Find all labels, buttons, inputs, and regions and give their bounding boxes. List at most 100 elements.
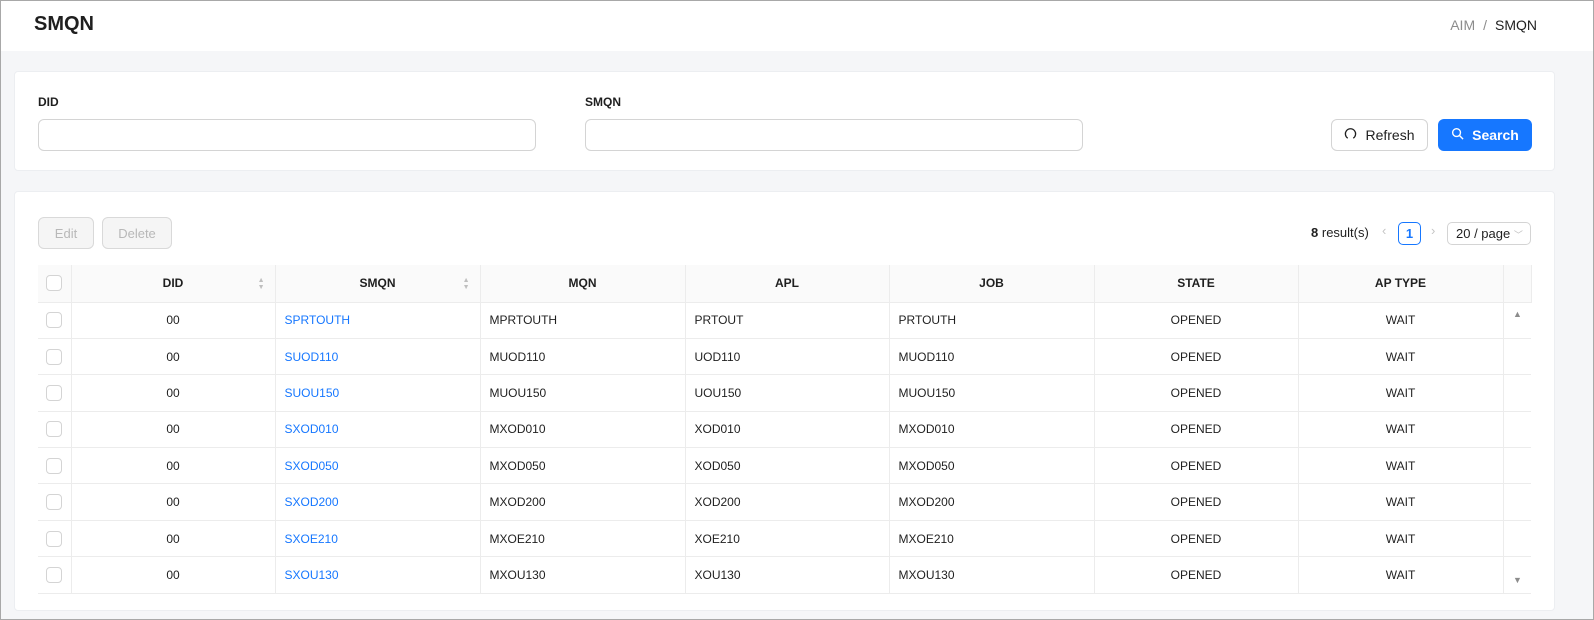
cell-smqn: SXOD200 xyxy=(275,483,481,521)
smqn-link[interactable]: SXOU130 xyxy=(284,567,339,582)
smqn-input[interactable] xyxy=(585,119,1083,151)
row-select-cell xyxy=(38,520,72,558)
scrollbar-track[interactable] xyxy=(1503,483,1531,521)
did-input[interactable] xyxy=(38,119,536,151)
scrollbar-track[interactable] xyxy=(1503,447,1531,485)
scrollbar-track[interactable] xyxy=(1503,374,1531,412)
result-count: 8 result(s) xyxy=(1311,225,1369,240)
scrollbar-track[interactable] xyxy=(1503,338,1531,376)
cell-did: 00 xyxy=(71,483,276,521)
cell-state: OPENED xyxy=(1094,338,1299,376)
smqn-link[interactable]: SPRTOUTH xyxy=(284,313,351,328)
page-header: SMQN AIM / SMQN xyxy=(1,1,1593,51)
refresh-label: Refresh xyxy=(1365,127,1415,143)
scrollbar-track[interactable] xyxy=(1503,520,1531,558)
cell-job: MUOU150 xyxy=(889,374,1095,412)
smqn-label: SMQN xyxy=(585,95,621,109)
row-checkbox[interactable] xyxy=(46,421,63,438)
search-icon xyxy=(1451,127,1464,143)
breadcrumb-aim[interactable]: AIM xyxy=(1450,17,1476,33)
search-button[interactable]: Search xyxy=(1438,119,1532,151)
cell-job: MXOU130 xyxy=(889,556,1095,594)
cell-apl: XOU130 xyxy=(685,556,890,594)
row-checkbox[interactable] xyxy=(46,384,63,401)
cell-job: MXOD050 xyxy=(889,447,1095,485)
smqn-link[interactable]: SXOD200 xyxy=(284,495,339,510)
cell-apl: XOD200 xyxy=(685,483,890,521)
cell-smqn: SXOU130 xyxy=(275,556,481,594)
breadcrumb: AIM / SMQN xyxy=(1450,17,1537,33)
breadcrumb-current: SMQN xyxy=(1495,17,1537,33)
table-row[interactable]: 00 SUOU150 MUOU150 UOU150 MUOU150 OPENED WAIT xyxy=(38,374,1531,412)
delete-button[interactable]: Delete xyxy=(102,217,172,249)
chevron-down-icon: ﹀ xyxy=(1513,230,1523,240)
cell-state: OPENED xyxy=(1094,374,1299,412)
cell-state: OPENED xyxy=(1094,411,1299,449)
cell-ap-type: WAIT xyxy=(1298,338,1504,376)
sort-icon[interactable]: ▲ ▼ xyxy=(462,277,470,291)
smqn-link[interactable]: SUOD110 xyxy=(284,349,339,364)
cell-apl: UOD110 xyxy=(685,338,890,376)
column-header: MQN xyxy=(480,265,686,303)
sort-icon[interactable]: ▲ ▼ xyxy=(257,277,265,291)
smqn-link[interactable]: SUOU150 xyxy=(284,385,340,400)
column-header[interactable]: SMQN ▲ ▼ xyxy=(275,265,481,303)
scrollbar-track[interactable] xyxy=(1503,411,1531,449)
cell-ap-type: WAIT xyxy=(1298,374,1504,412)
prev-page-button[interactable]: ‹ xyxy=(1382,223,1387,238)
page-size-select[interactable]: 20 / page ﹀ xyxy=(1447,222,1531,245)
row-checkbox[interactable] xyxy=(46,457,63,474)
table-row[interactable]: 00 SXOD200 MXOD200 XOD200 MXOD200 OPENED WAIT xyxy=(38,483,1531,521)
cell-did: 00 xyxy=(71,520,276,558)
column-header: STATE xyxy=(1094,265,1299,303)
smqn-link[interactable]: SXOE210 xyxy=(284,531,338,546)
cell-apl: PRTOUT xyxy=(685,302,890,339)
cell-apl: XOD050 xyxy=(685,447,890,485)
scroll-up-icon[interactable]: ▲ xyxy=(1513,309,1522,319)
cell-apl: UOU150 xyxy=(685,374,890,412)
refresh-button[interactable]: Refresh xyxy=(1331,119,1428,151)
row-select-cell xyxy=(38,374,72,412)
search-label: Search xyxy=(1472,127,1519,143)
edit-button[interactable]: Edit xyxy=(38,217,94,249)
table-row[interactable]: 00 SXOE210 MXOE210 XOE210 MXOE210 OPENED WAIT xyxy=(38,520,1531,558)
select-all-checkbox[interactable] xyxy=(46,275,63,292)
page-1-button[interactable]: 1 xyxy=(1398,222,1421,245)
cell-ap-type: WAIT xyxy=(1298,483,1504,521)
column-header[interactable]: DID ▲ ▼ xyxy=(71,265,276,303)
cell-smqn: SUOU150 xyxy=(275,374,481,412)
row-select-cell xyxy=(38,483,72,521)
table-row[interactable]: 00 SUOD110 MUOD110 UOD110 MUOD110 OPENED WAIT xyxy=(38,338,1531,376)
table-row[interactable]: 00 SXOU130 MXOU130 XOU130 MXOU130 OPENED WAIT xyxy=(38,556,1531,594)
cell-state: OPENED xyxy=(1094,447,1299,485)
cell-ap-type: WAIT xyxy=(1298,556,1504,594)
cell-mqn: MUOD110 xyxy=(480,338,686,376)
column-header: JOB xyxy=(889,265,1095,303)
cell-smqn: SUOD110 xyxy=(275,338,481,376)
cell-smqn: SPRTOUTH xyxy=(275,302,481,339)
refresh-icon xyxy=(1344,127,1357,143)
row-select-cell xyxy=(38,411,72,449)
next-page-button[interactable]: › xyxy=(1431,223,1436,238)
row-checkbox[interactable] xyxy=(46,348,63,365)
cell-state: OPENED xyxy=(1094,520,1299,558)
smqn-link[interactable]: SXOD010 xyxy=(284,422,339,437)
cell-mqn: MXOD050 xyxy=(480,447,686,485)
cell-did: 00 xyxy=(71,338,276,376)
cell-job: MUOD110 xyxy=(889,338,1095,376)
scroll-down-icon[interactable]: ▼ xyxy=(1513,575,1522,585)
row-select-cell xyxy=(38,302,72,339)
smqn-link[interactable]: SXOD050 xyxy=(284,458,339,473)
cell-mqn: MXOD200 xyxy=(480,483,686,521)
table-row[interactable]: 00 SPRTOUTH MPRTOUTH PRTOUT PRTOUTH OPENED WAI… xyxy=(38,302,1531,339)
row-checkbox[interactable] xyxy=(46,566,63,583)
table-row[interactable]: 00 SXOD010 MXOD010 XOD010 MXOD010 OPENED WAIT xyxy=(38,411,1531,449)
scrollbar-track[interactable] xyxy=(1503,302,1531,339)
select-all-cell xyxy=(38,265,72,303)
row-checkbox[interactable] xyxy=(46,312,63,329)
row-checkbox[interactable] xyxy=(46,530,63,547)
scrollbar-track[interactable] xyxy=(1503,556,1531,594)
table-row[interactable]: 00 SXOD050 MXOD050 XOD050 MXOD050 OPENED WAIT xyxy=(38,447,1531,485)
cell-ap-type: WAIT xyxy=(1298,302,1504,339)
row-checkbox[interactable] xyxy=(46,494,63,511)
